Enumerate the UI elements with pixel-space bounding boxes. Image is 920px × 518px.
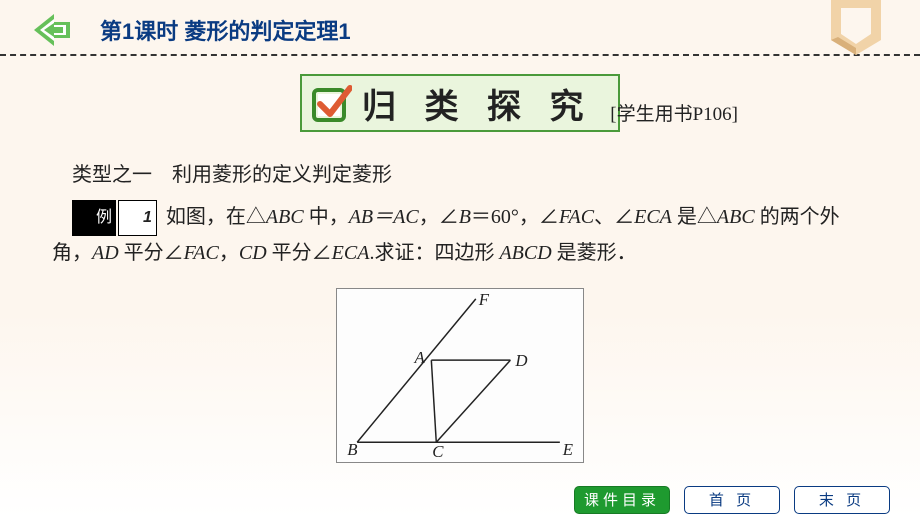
toc-button[interactable]: 课件目录 <box>574 486 670 514</box>
slide-header: 第1课时 菱形的判定定理1 <box>0 0 920 54</box>
svg-text:C: C <box>432 442 444 461</box>
footer-nav: 课件目录 首 页 末 页 <box>0 482 920 518</box>
content-area: 类型之一 利用菱形的定义判定菱形 例1 如图，在△ABC 中，AB＝AC，∠B＝… <box>0 132 920 463</box>
section-banner: 归 类 探 究 [学生用书P106] <box>300 74 620 132</box>
header-divider <box>0 54 920 56</box>
banner-text: 归 类 探 究 <box>362 79 594 128</box>
lesson-title: 第1课时 菱形的判定定理1 <box>100 14 351 46</box>
type-heading: 类型之一 利用菱形的定义判定菱形 <box>52 158 868 192</box>
first-page-button[interactable]: 首 页 <box>684 486 780 514</box>
checkmark-icon <box>310 82 352 124</box>
svg-text:B: B <box>347 440 357 459</box>
svg-text:A: A <box>414 349 426 368</box>
last-page-button[interactable]: 末 页 <box>794 486 890 514</box>
geometry-diagram: F A D B C E <box>336 288 584 463</box>
problem-text: 例1 如图，在△ABC 中，AB＝AC，∠B＝60°，∠FAC、∠ECA 是△A… <box>52 200 868 270</box>
back-arrow-icon[interactable] <box>32 10 72 50</box>
corner-decoration-icon <box>826 0 886 55</box>
svg-text:E: E <box>562 440 573 459</box>
svg-text:D: D <box>514 352 527 371</box>
example-label: 例 <box>72 200 116 236</box>
example-number: 1 <box>118 200 157 236</box>
banner-reference: [学生用书P106] <box>610 99 738 126</box>
svg-text:F: F <box>478 290 490 309</box>
